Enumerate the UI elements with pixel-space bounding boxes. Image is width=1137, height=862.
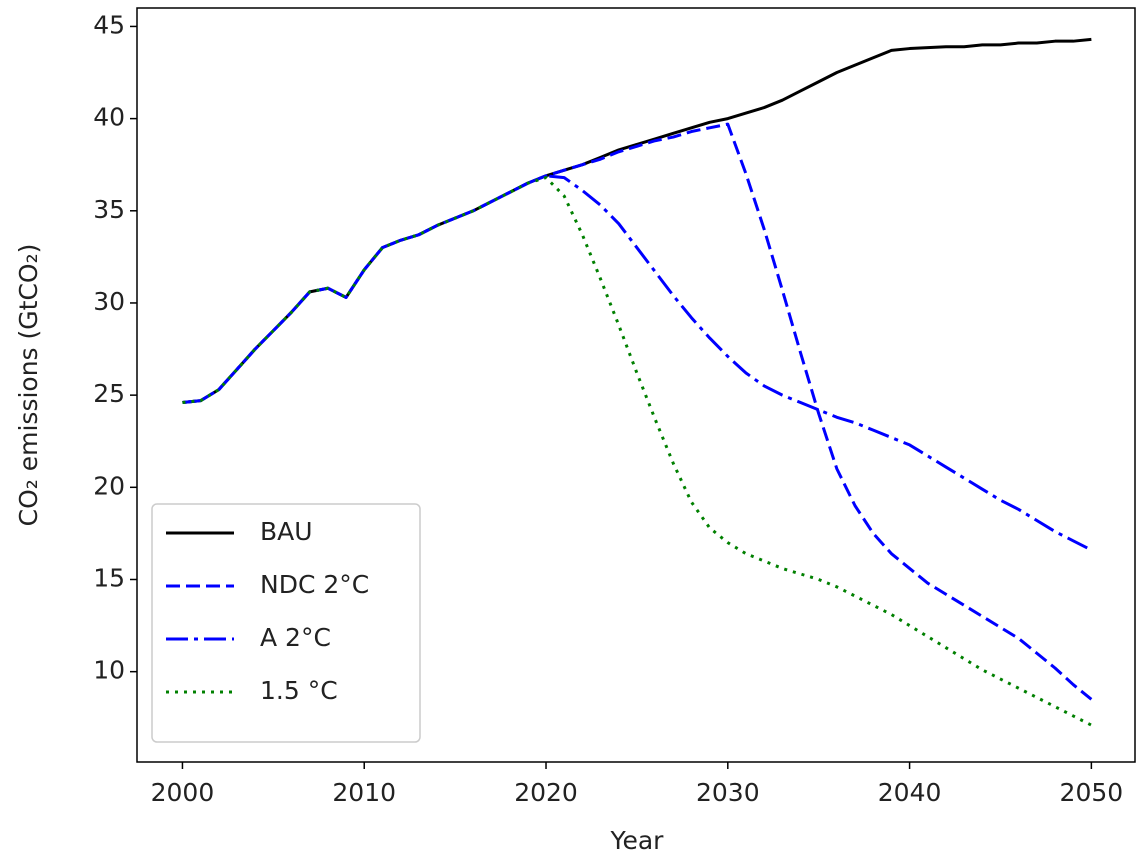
- series-line: [182, 122, 1093, 701]
- y-tick-label: 10: [93, 656, 125, 685]
- x-tick-label: 2020: [514, 778, 578, 807]
- x-tick-label: 2030: [696, 778, 760, 807]
- y-tick-label: 15: [93, 563, 125, 592]
- y-tick-label: 35: [93, 195, 125, 224]
- x-tick-label: 2050: [1060, 778, 1124, 807]
- y-tick-label: 45: [93, 10, 125, 39]
- legend-box: [151, 503, 421, 743]
- legend-label: A 2°C: [260, 623, 331, 652]
- series-line: [182, 176, 1093, 727]
- y-tick-label: 40: [93, 103, 125, 132]
- y-tick-label: 30: [93, 287, 125, 316]
- x-tick-label: 2040: [878, 778, 942, 807]
- legend-label: NDC 2°C: [260, 570, 369, 599]
- legend-label: 1.5 °C: [260, 676, 338, 705]
- x-tick-label: 2000: [151, 778, 215, 807]
- x-axis-label: Year: [610, 826, 665, 855]
- plot-frame: [136, 7, 1136, 763]
- x-tick-label: 2010: [332, 778, 396, 807]
- series-line: [182, 37, 1092, 405]
- legend-label: BAU: [260, 517, 313, 546]
- y-axis-label: CO₂ emissions (GtCO₂): [14, 244, 43, 527]
- series-line: [182, 174, 1093, 552]
- y-tick-label: 25: [93, 379, 125, 408]
- y-tick-label: 20: [93, 471, 125, 500]
